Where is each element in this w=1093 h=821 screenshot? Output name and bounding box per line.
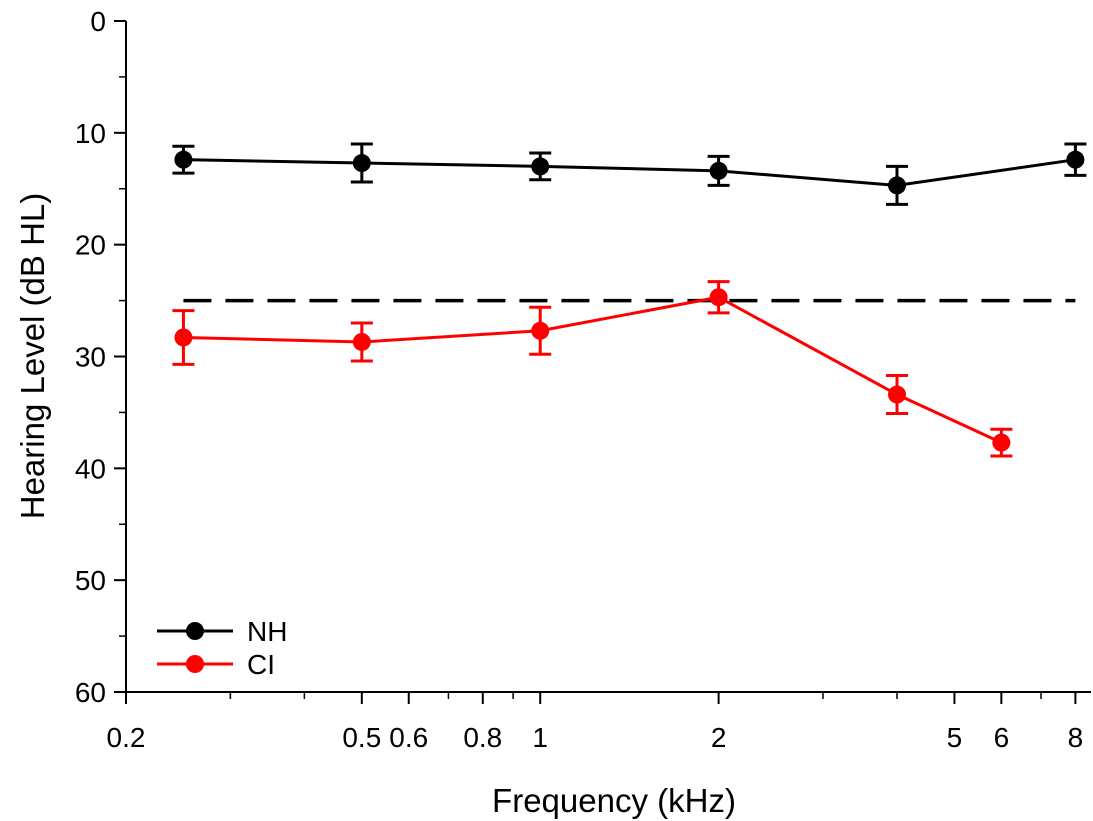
y-tick-label: 20 xyxy=(75,230,106,261)
data-point xyxy=(709,161,728,180)
data-point xyxy=(531,157,550,176)
legend-marker xyxy=(186,622,204,640)
legend-item-ci: CI xyxy=(157,649,275,680)
data-point xyxy=(531,321,550,340)
x-tick-label: 0.2 xyxy=(107,722,146,753)
y-axis-title: Hearing Level (dB HL) xyxy=(14,193,51,520)
y-tick-label: 30 xyxy=(75,342,106,373)
legend-item-nh: NH xyxy=(157,616,287,647)
legend-label: CI xyxy=(247,649,275,680)
series-nh xyxy=(172,142,1087,206)
y-tick-label: 60 xyxy=(75,677,106,708)
y-tick-label: 40 xyxy=(75,453,106,484)
axes: 0 10 20 30 40 50 600.2 0.5 0.6 0.8 1 2 5 6 8 xyxy=(75,6,1091,753)
x-tick-label: 0.5 xyxy=(342,722,381,753)
data-point xyxy=(709,288,728,307)
x-tick-label: 0.6 xyxy=(389,722,428,753)
x-tick-label: 0.8 xyxy=(463,722,502,753)
data-point xyxy=(888,385,907,404)
series-line xyxy=(183,158,1076,187)
x-tick-label: 5 xyxy=(947,722,963,753)
x-tick-label: 1 xyxy=(532,722,548,753)
y-tick-label: 10 xyxy=(75,118,106,149)
x-tick-label: 2 xyxy=(711,722,727,753)
data-point xyxy=(352,332,371,351)
data-point xyxy=(992,433,1011,452)
y-tick-label: 0 xyxy=(90,6,106,37)
legend-label: NH xyxy=(247,616,287,647)
legend-marker xyxy=(186,655,204,673)
series-line xyxy=(183,295,1002,444)
data-point xyxy=(174,328,193,347)
data-point xyxy=(174,150,193,169)
data-point xyxy=(1066,150,1085,169)
data-point xyxy=(888,176,907,195)
y-tick-label: 50 xyxy=(75,565,106,596)
x-tick-label: 8 xyxy=(1068,722,1084,753)
series-group xyxy=(172,142,1087,458)
data-point xyxy=(352,154,371,173)
series-ci xyxy=(172,280,1013,458)
x-tick-label: 6 xyxy=(994,722,1010,753)
x-axis-title: Frequency (kHz) xyxy=(492,782,736,819)
